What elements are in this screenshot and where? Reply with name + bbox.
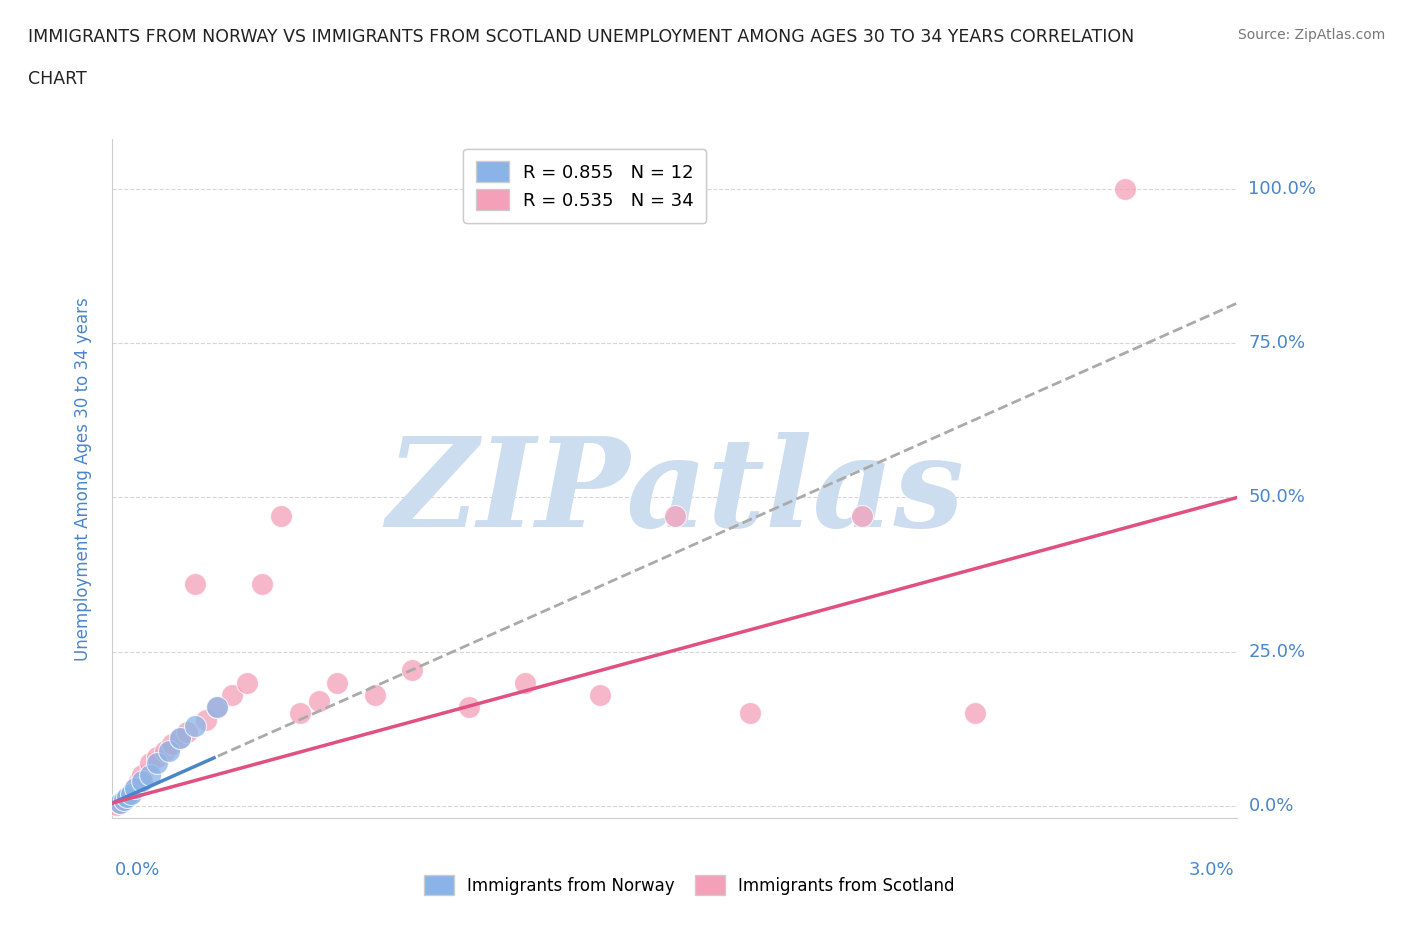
Point xyxy=(963,706,986,721)
Point xyxy=(105,797,128,812)
Point xyxy=(153,743,176,758)
Point xyxy=(513,675,536,690)
Point xyxy=(308,694,330,709)
Text: 50.0%: 50.0% xyxy=(1249,488,1305,507)
Text: IMMIGRANTS FROM NORWAY VS IMMIGRANTS FROM SCOTLAND UNEMPLOYMENT AMONG AGES 30 TO: IMMIGRANTS FROM NORWAY VS IMMIGRANTS FRO… xyxy=(28,28,1135,46)
Point xyxy=(157,743,180,758)
Point xyxy=(176,724,198,739)
Point xyxy=(184,577,207,591)
Text: Source: ZipAtlas.com: Source: ZipAtlas.com xyxy=(1237,28,1385,42)
Point xyxy=(207,700,229,715)
Point xyxy=(146,750,169,764)
Point xyxy=(131,768,153,783)
Point xyxy=(270,509,292,524)
Text: ZIPatlas: ZIPatlas xyxy=(385,432,965,553)
Point xyxy=(146,755,169,770)
Point xyxy=(162,737,184,751)
Point xyxy=(207,700,229,715)
Text: 75.0%: 75.0% xyxy=(1249,334,1306,352)
Point xyxy=(139,755,162,770)
Point xyxy=(1114,181,1136,196)
Point xyxy=(128,774,150,789)
Point xyxy=(236,675,259,690)
Text: 0.0%: 0.0% xyxy=(115,860,160,879)
Point xyxy=(221,687,243,702)
Point xyxy=(738,706,761,721)
Point xyxy=(589,687,612,702)
Point xyxy=(288,706,311,721)
Point xyxy=(124,780,146,795)
Point xyxy=(401,663,423,678)
Text: 3.0%: 3.0% xyxy=(1189,860,1234,879)
Point xyxy=(112,792,135,807)
Point xyxy=(117,790,139,804)
Text: 100.0%: 100.0% xyxy=(1249,179,1316,198)
Point xyxy=(184,718,207,733)
Point xyxy=(252,577,274,591)
Point xyxy=(169,731,191,746)
Legend: R = 0.855   N = 12, R = 0.535   N = 34: R = 0.855 N = 12, R = 0.535 N = 34 xyxy=(464,149,706,223)
Point xyxy=(139,768,162,783)
Point xyxy=(117,790,139,804)
Text: 0.0%: 0.0% xyxy=(1249,797,1294,815)
Point xyxy=(169,731,191,746)
Point xyxy=(131,774,153,789)
Point xyxy=(108,795,131,810)
Point xyxy=(120,786,142,801)
Point xyxy=(851,509,873,524)
Point xyxy=(457,700,479,715)
Point xyxy=(364,687,387,702)
Y-axis label: Unemployment Among Ages 30 to 34 years: Unemployment Among Ages 30 to 34 years xyxy=(73,297,91,661)
Text: 25.0%: 25.0% xyxy=(1249,643,1306,660)
Point xyxy=(326,675,349,690)
Point xyxy=(124,780,146,795)
Point xyxy=(120,786,142,801)
Point xyxy=(195,712,218,727)
Legend: Immigrants from Norway, Immigrants from Scotland: Immigrants from Norway, Immigrants from … xyxy=(415,867,963,903)
Point xyxy=(108,795,131,810)
Point xyxy=(664,509,686,524)
Text: CHART: CHART xyxy=(28,70,87,87)
Point xyxy=(112,792,135,807)
